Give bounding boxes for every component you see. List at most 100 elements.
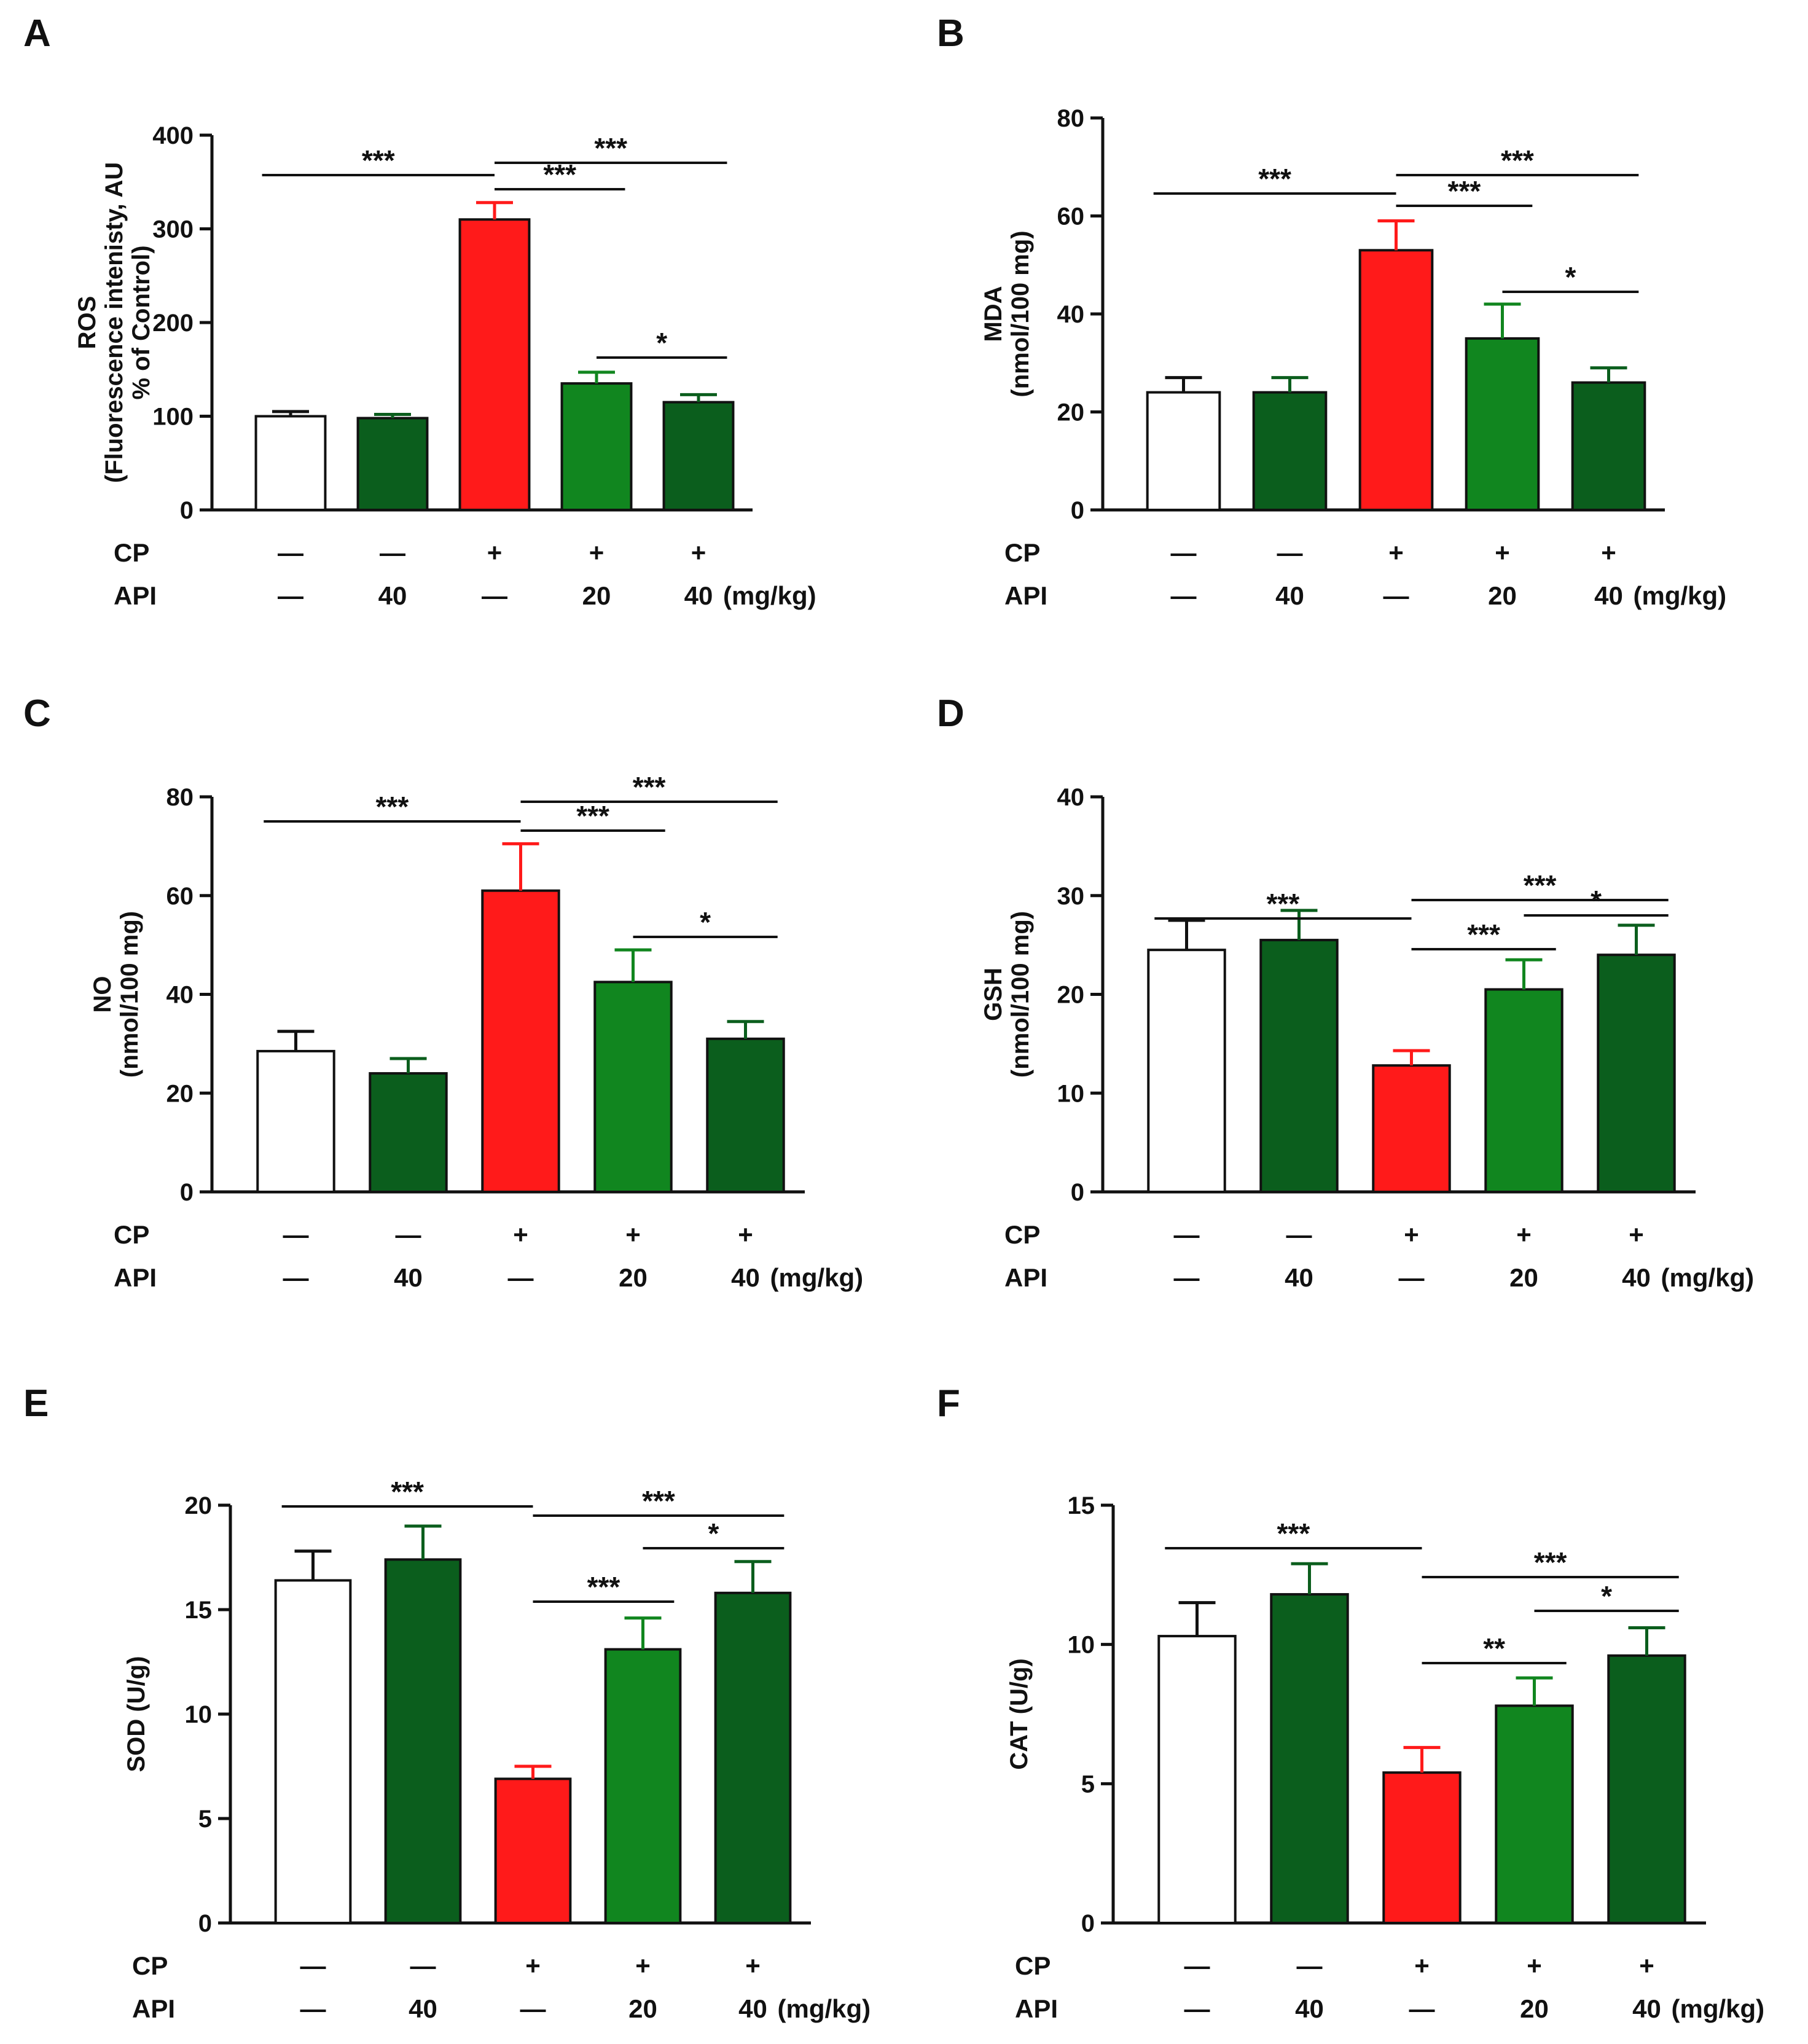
cp-cell: — [1297, 1951, 1323, 1980]
significance-label: *** [1534, 1546, 1567, 1578]
significance-label: * [1601, 1580, 1612, 1612]
cp-row-label: CP [1004, 1220, 1040, 1249]
y-axis-label-line: (nmol/100 mg) [116, 911, 143, 1078]
cp-cell: — [300, 1951, 326, 1980]
cp-cell: + [635, 1951, 651, 1980]
cp-cell: — [410, 1951, 436, 1980]
y-axis-label-line: GSH [980, 968, 1007, 1021]
api-cell: 40 [378, 581, 407, 610]
api-cell: — [520, 1994, 546, 2023]
api-row-label: API [1015, 1994, 1058, 2023]
y-tick-label: 400 [152, 122, 194, 149]
bar [1358, 249, 1434, 511]
significance-label: *** [1277, 1517, 1310, 1549]
cp-cell: — [1171, 538, 1197, 567]
panel-letter: F [937, 1382, 960, 1425]
bar [1252, 391, 1328, 511]
panel-letter: A [23, 12, 51, 55]
significance-label: * [1591, 885, 1602, 917]
unit-label: (mg/kg) [1634, 581, 1727, 610]
cp-cell: + [745, 1951, 761, 1980]
y-tick-label: 20 [1057, 399, 1085, 426]
bar [1259, 939, 1339, 1194]
bar [1382, 1771, 1462, 1924]
cp-cell: — [283, 1220, 309, 1249]
y-tick-label: 5 [198, 1806, 212, 1833]
significance-label: *** [1467, 918, 1500, 950]
y-axis-label-line: SOD (U/g) [123, 1656, 150, 1772]
bar [254, 415, 327, 511]
y-tick-label: 40 [1057, 784, 1085, 811]
y-tick-label: 300 [152, 216, 194, 243]
unit-label: (mg/kg) [1661, 1263, 1755, 1292]
y-axis-label-line: % of Control) [128, 245, 155, 399]
y-axis-label: MDA(nmol/100 mg) [980, 230, 1034, 397]
y-tick-label: 10 [185, 1701, 213, 1728]
bar [1571, 381, 1646, 512]
y-tick-label: 0 [198, 1910, 212, 1937]
bar [706, 1037, 785, 1194]
api-cell: — [1174, 1263, 1200, 1292]
significance-label: * [1565, 261, 1576, 293]
unit-label: (mg/kg) [770, 1263, 864, 1292]
cp-cell: — [278, 538, 303, 567]
api-cell: 40 [1622, 1263, 1651, 1292]
api-cell: 20 [619, 1263, 648, 1292]
cp-cell: + [1629, 1220, 1644, 1249]
cp-row-label: CP [114, 1220, 149, 1249]
bar [1146, 391, 1221, 511]
api-cell: 40 [738, 1994, 767, 2023]
unit-label: (mg/kg) [778, 1994, 871, 2023]
cp-cell: + [525, 1951, 541, 1980]
y-tick-label: 0 [180, 1179, 194, 1206]
y-axis-label: ROS(Fluorescence intenisty, AU% of Contr… [74, 162, 155, 483]
api-cell: 20 [582, 581, 611, 610]
bar [1495, 1704, 1574, 1924]
significance-label: *** [1448, 175, 1481, 207]
cp-row-label: CP [1015, 1951, 1051, 1980]
significance-label: *** [633, 771, 666, 803]
cp-row-label: CP [132, 1951, 168, 1980]
y-tick-label: 15 [185, 1597, 213, 1624]
bar [458, 218, 531, 511]
y-axis-label-line: MDA [980, 286, 1007, 342]
bar [356, 417, 429, 511]
cp-cell: + [1388, 538, 1404, 567]
y-tick-label: 80 [166, 784, 194, 811]
api-cell: — [508, 1263, 534, 1292]
y-axis-label: NO(nmol/100 mg) [89, 911, 143, 1078]
y-axis-label-line: ROS [74, 296, 101, 350]
panel-letter: D [937, 692, 965, 735]
api-row-label: API [1004, 1263, 1047, 1292]
bar [1270, 1593, 1349, 1924]
api-cell: 20 [628, 1994, 657, 2023]
api-cell: 40 [684, 581, 713, 610]
bar [481, 889, 560, 1194]
y-tick-label: 200 [152, 310, 194, 337]
cp-cell: + [1516, 1220, 1532, 1249]
api-cell: 20 [1520, 1994, 1549, 2023]
significance-label: *** [1267, 888, 1300, 920]
y-axis-label-line: CAT (U/g) [1006, 1658, 1033, 1769]
significance-label: *** [642, 1485, 675, 1517]
significance-label: *** [362, 144, 395, 176]
api-cell: — [278, 581, 303, 610]
cp-cell: + [1639, 1951, 1654, 1980]
y-tick-label: 20 [185, 1492, 213, 1519]
unit-label: (mg/kg) [1672, 1994, 1765, 2023]
y-tick-label: 5 [1081, 1771, 1095, 1798]
cp-cell: + [1495, 538, 1510, 567]
y-tick-label: 40 [166, 982, 194, 1009]
panel-letter: C [23, 692, 51, 735]
y-tick-label: 10 [1068, 1632, 1095, 1659]
unit-label: (mg/kg) [723, 581, 816, 610]
bar [593, 981, 673, 1193]
y-tick-label: 60 [1057, 203, 1085, 230]
cp-cell: — [1184, 1951, 1210, 1980]
y-tick-label: 0 [180, 497, 194, 524]
y-tick-label: 0 [1081, 1910, 1095, 1937]
cp-row-label: CP [114, 538, 149, 567]
